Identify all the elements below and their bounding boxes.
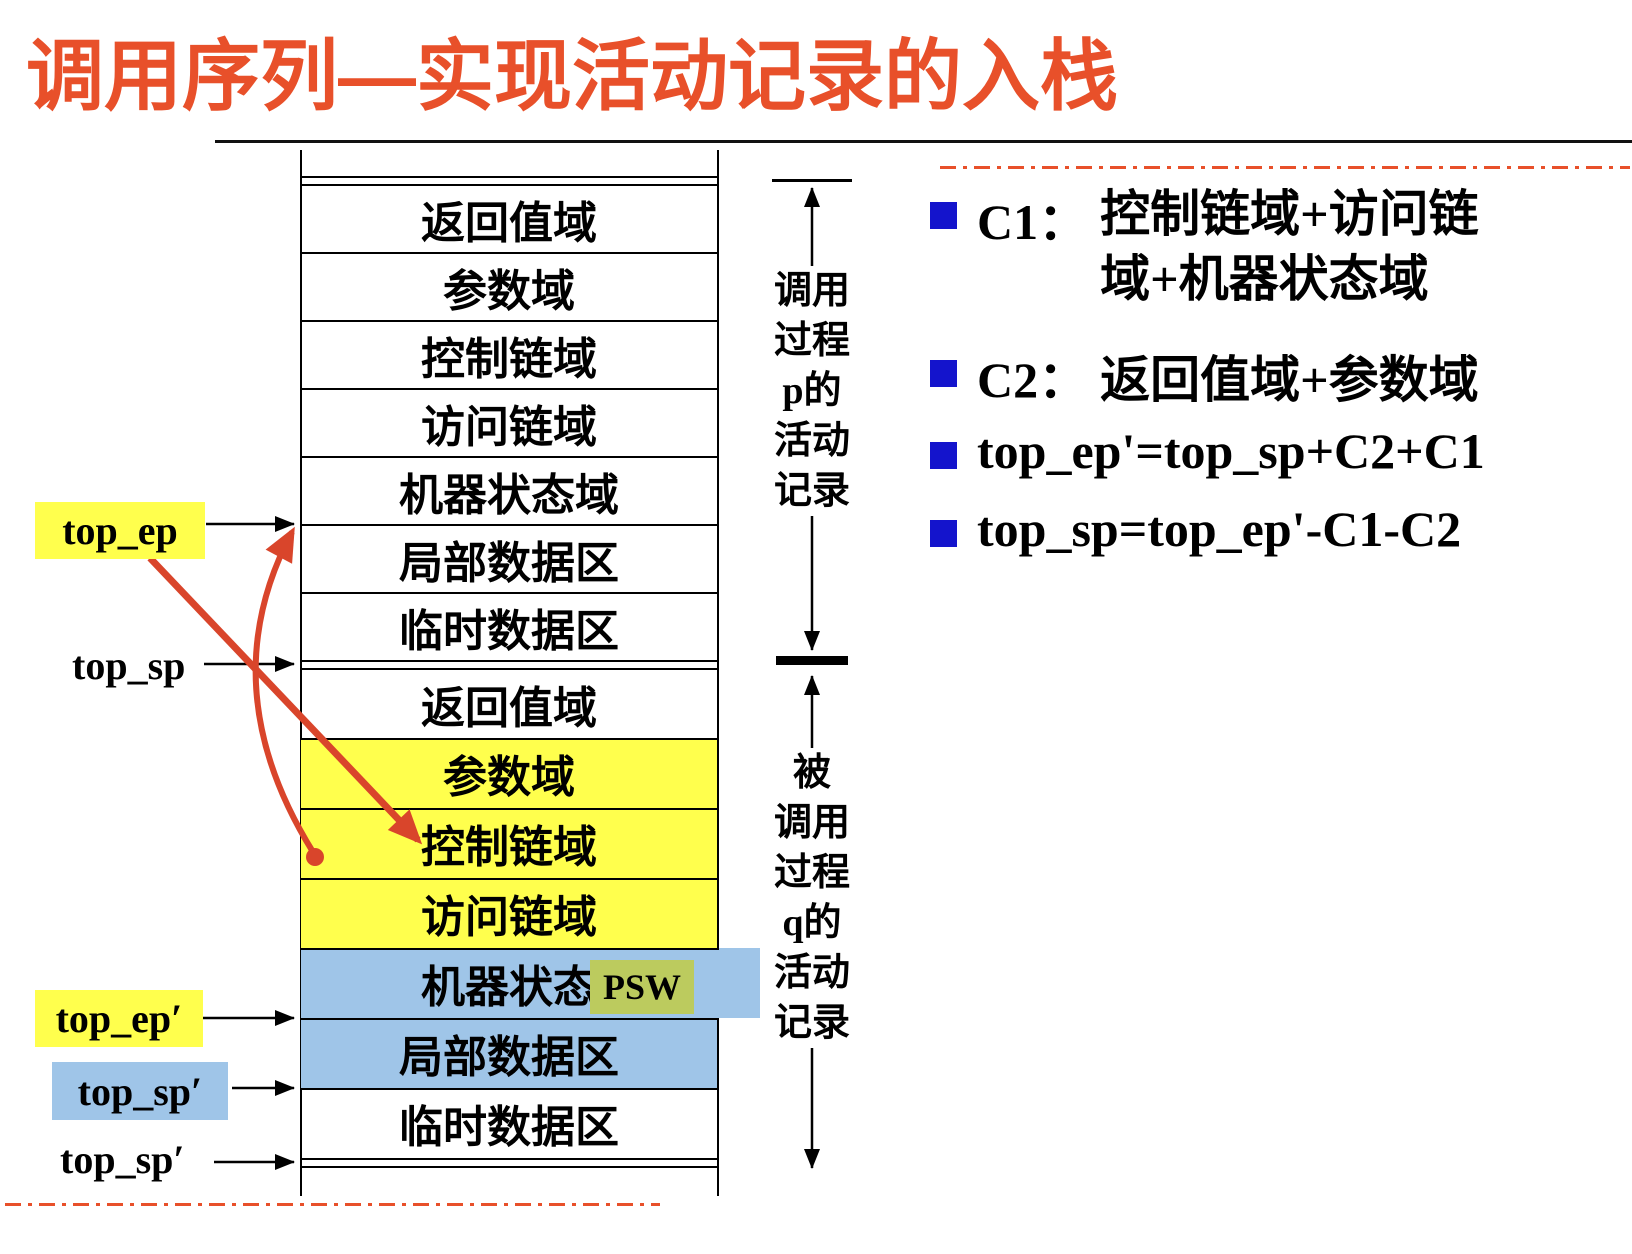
stack-left-edge [300,150,302,1196]
stack-line [300,176,719,178]
callee-record-caption: 被 调用 过程 q的 活动 记录 [760,748,864,1048]
dashdot-line-top [940,166,1630,169]
stack-cell-params-p: 参数域 [443,267,575,316]
bullet-top-ep-formula-text: top_ep'=top_sp+C2+C1 [977,423,1485,479]
stack-line [300,660,719,662]
stack-cell-temp-data-p: 临时数据区 [399,607,619,656]
stack-line [300,320,719,322]
stack-line [300,738,719,740]
stack-cell-access-link-q: 访问链域 [301,878,717,948]
red-move-arrow [147,555,423,845]
bullet-c2-label: C2： [977,352,1089,408]
stack-cell-machine-status-q: 机器状态 [301,948,777,1018]
caption-line: 活动 [773,952,850,994]
caption-line: p的 [782,370,842,412]
bullet-item-top-ep-formula: top_ep'=top_sp+C2+C1 [930,422,1485,480]
dashdot-line-bottom [5,1203,660,1206]
bullet-item-c1: C1： 控制链域+访问链域+机器状态域 [930,182,1524,312]
stack-cell-local-data-p: 局部数据区 [399,539,619,588]
stack-right-edge [717,150,719,1196]
stack-line [300,1088,719,1090]
stack-cell-control-link-p: 控制链域 [421,335,597,384]
bullet-c1-text: 控制链域+访问链域+机器状态域 [1100,186,1479,307]
pointer-label-top-sp-prime: top_sp′ [52,1062,228,1120]
stack-cell-temp-data-q: 临时数据区 [399,1103,619,1152]
stack-line [300,524,719,526]
caption-line: 记录 [773,470,850,512]
red-curve-origin-dot [306,848,324,866]
caption-line: q的 [782,902,842,944]
stack-line [300,252,719,254]
extent-top-bar [772,179,852,182]
stack-cell-return-value-p: 返回值域 [421,199,597,248]
caption-line: 过程 [773,320,850,362]
bullet-c1-label: C1： [977,194,1089,250]
psw-chip: PSW [590,960,694,1014]
stack-cell-return-value-q: 返回值域 [421,684,597,733]
stack-line [300,184,719,186]
title-underline [215,140,1632,143]
stack-cell-control-link-q: 控制链域 [301,808,717,878]
bullet-item-top-sp-formula: top_sp=top_ep'-C1-C2 [930,500,1461,558]
stack-cell-machine-status-p: 机器状态域 [399,471,619,520]
caller-record-caption: 调用 过程 p的 活动 记录 [760,266,864,516]
stack-line [300,878,719,880]
stack-line [300,808,719,810]
stack-line [300,456,719,458]
bullet-square-icon [930,442,957,469]
bullet-top-sp-formula-text: top_sp=top_ep'-C1-C2 [977,501,1462,557]
stack-line [300,948,719,950]
bullet-item-c2: C2： 返回值域+参数域 [930,340,1479,412]
caption-line: 活动 [773,420,850,462]
page-title: 调用序列—实现活动记录的入栈 [26,32,1119,120]
caption-line: 调用 [773,802,850,844]
stack-line [300,1158,719,1160]
pointer-label-top-ep: top_ep [35,502,205,559]
stack-line [300,1166,719,1168]
caption-line: 调用 [773,270,850,312]
stack-line [300,592,719,594]
stack-cell-params-q: 参数域 [301,738,717,808]
pointer-label-top-sp: top_sp [72,643,186,688]
bullet-square-icon [930,360,957,387]
stack-line [300,668,719,670]
caption-line: 被 [792,752,831,794]
bullet-c2-text: 返回值域+参数域 [1100,352,1479,408]
bullet-square-icon [930,202,957,229]
caption-line: 记录 [773,1002,850,1044]
bullet-square-icon [930,520,957,547]
red-curve-arrow [252,526,316,854]
caption-line: 过程 [773,852,850,894]
stack-line [300,388,719,390]
pointer-label-top-ep-prime: top_ep′ [35,990,203,1047]
stack-cell-local-data-q: 局部数据区 [301,1018,717,1088]
stack-line [300,1018,719,1020]
stack-cell-access-link-p: 访问链域 [421,403,597,452]
extent-mid-bar [776,656,848,665]
pointer-label-top-sp-prime-2: top_sp′ [60,1137,185,1182]
